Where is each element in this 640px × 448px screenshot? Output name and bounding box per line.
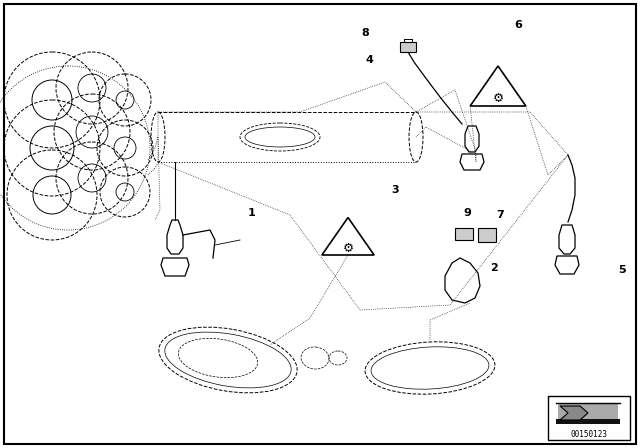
Text: 9: 9 — [463, 208, 471, 218]
Polygon shape — [470, 66, 526, 106]
Polygon shape — [560, 406, 588, 420]
Polygon shape — [558, 404, 618, 422]
Text: 6: 6 — [514, 20, 522, 30]
Polygon shape — [322, 217, 374, 255]
Text: 7: 7 — [496, 210, 504, 220]
Text: 2: 2 — [490, 263, 498, 273]
Text: ⚙: ⚙ — [342, 241, 354, 254]
Polygon shape — [556, 419, 620, 424]
Bar — [455, 228, 473, 240]
Bar — [400, 42, 416, 52]
Text: 4: 4 — [365, 55, 373, 65]
Text: ⚙: ⚙ — [492, 91, 504, 104]
Text: 1: 1 — [248, 208, 256, 218]
Text: 8: 8 — [361, 28, 369, 38]
Bar — [548, 396, 630, 440]
Text: 00150123: 00150123 — [570, 430, 607, 439]
Text: 5: 5 — [618, 265, 626, 275]
Bar — [478, 228, 496, 242]
Text: 3: 3 — [391, 185, 399, 195]
